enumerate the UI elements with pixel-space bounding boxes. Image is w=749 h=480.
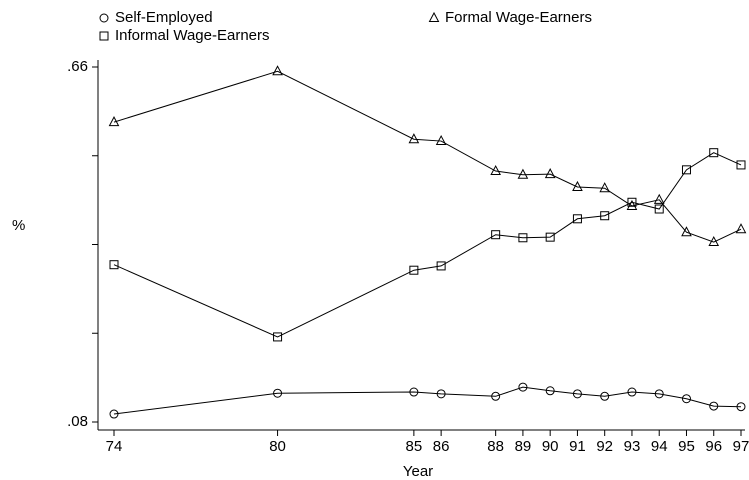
x-tick-label: 89 — [515, 438, 532, 455]
data-point — [709, 148, 719, 158]
data-point — [654, 389, 664, 399]
data-point — [544, 168, 556, 179]
data-point — [681, 394, 691, 404]
data-point — [409, 387, 419, 397]
data-point — [736, 402, 746, 412]
data-point — [681, 165, 691, 175]
data-point — [108, 116, 120, 127]
data-point — [572, 180, 583, 191]
legend-label: Formal Wage-Earners — [445, 9, 592, 26]
legend-label: Self-Employed — [115, 9, 213, 26]
x-tick-label: 90 — [542, 438, 559, 455]
x-tick-label: 74 — [106, 438, 123, 455]
data-point — [490, 164, 501, 176]
series-line — [113, 152, 742, 338]
data-point — [708, 235, 720, 247]
x-tick-label: 88 — [487, 438, 504, 455]
data-point — [408, 133, 420, 144]
x-tick-label: 85 — [406, 438, 423, 455]
x-tick-label: 92 — [596, 438, 613, 455]
data-point — [518, 233, 528, 243]
data-point — [517, 168, 529, 179]
data-point — [435, 134, 447, 146]
data-point — [709, 401, 719, 411]
data-point — [491, 230, 501, 240]
x-tick-label: 97 — [733, 438, 749, 455]
y-tick-label: .08 — [67, 413, 88, 430]
data-point — [600, 391, 610, 401]
data-point — [599, 182, 611, 193]
data-point — [272, 65, 283, 76]
data-point — [735, 223, 747, 234]
y-tick-label: .66 — [67, 58, 88, 75]
data-point — [626, 199, 638, 210]
x-tick-label: 86 — [433, 438, 450, 455]
data-point — [736, 160, 746, 170]
x-tick-label: 80 — [269, 438, 286, 455]
data-point — [518, 382, 528, 392]
data-point — [273, 388, 283, 398]
data-point — [491, 391, 501, 401]
y-axis-label: % — [12, 217, 25, 234]
legend-marker — [99, 13, 109, 23]
series-line — [113, 70, 742, 243]
data-point — [109, 409, 119, 419]
x-tick-label: 91 — [569, 438, 586, 455]
x-tick-label: 95 — [678, 438, 695, 455]
data-point — [653, 193, 665, 204]
data-point — [409, 265, 419, 275]
data-point — [572, 389, 582, 399]
data-point — [436, 261, 446, 271]
x-tick-label: 96 — [705, 438, 722, 455]
data-point — [654, 204, 664, 214]
data-point — [627, 197, 637, 207]
data-point — [545, 386, 555, 396]
data-point — [600, 211, 610, 221]
data-point — [681, 226, 692, 237]
legend-marker — [99, 31, 109, 41]
series-line — [113, 386, 742, 415]
legend-label: Informal Wage-Earners — [115, 27, 270, 44]
data-point — [627, 387, 637, 397]
x-tick-label: 93 — [624, 438, 641, 455]
data-point — [545, 232, 555, 242]
data-point — [572, 214, 582, 224]
data-point — [109, 260, 119, 270]
data-point — [273, 332, 283, 342]
legend-marker — [428, 11, 440, 22]
x-axis-label: Year — [403, 463, 433, 480]
x-tick-label: 94 — [651, 438, 668, 455]
data-point — [436, 389, 446, 399]
